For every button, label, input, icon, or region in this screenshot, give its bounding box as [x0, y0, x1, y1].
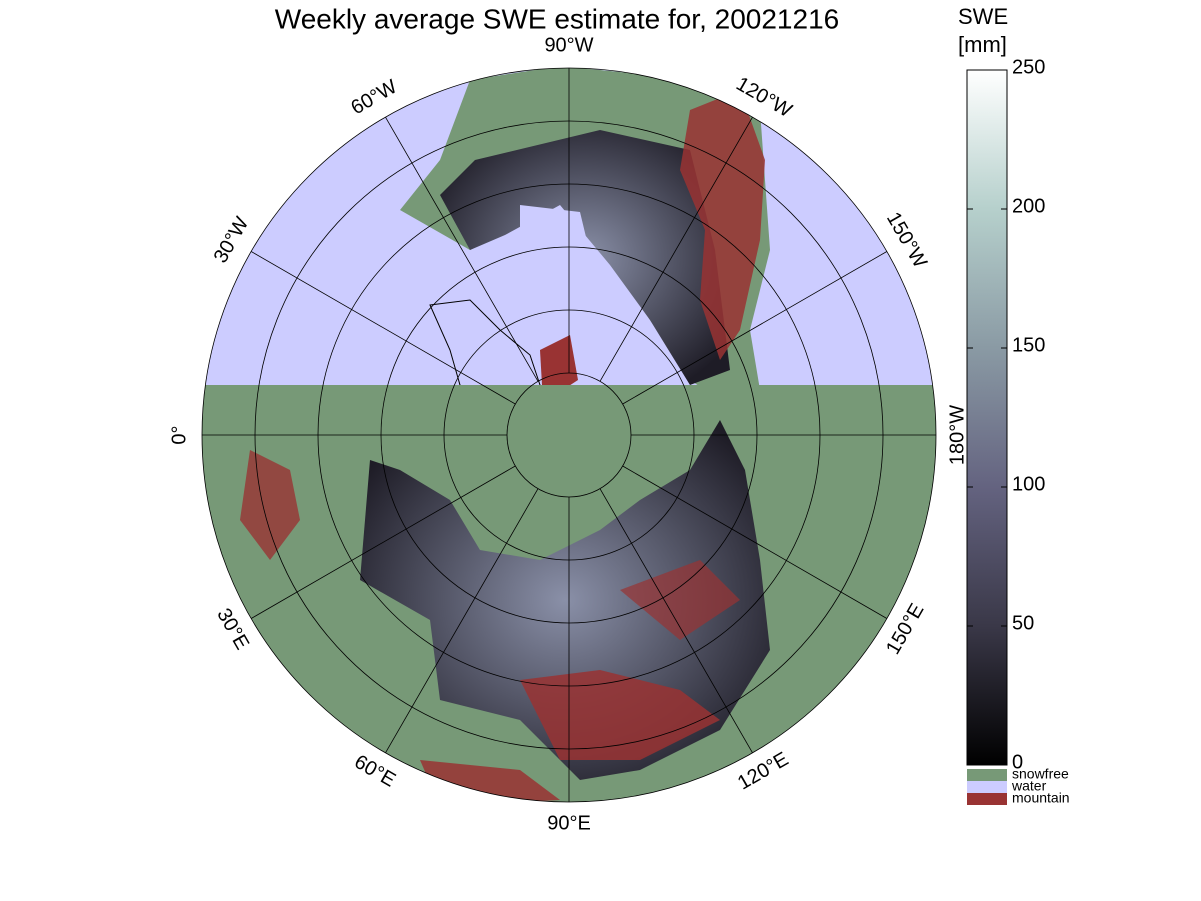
longitude-label: 90°E	[547, 812, 591, 834]
map-body	[202, 68, 936, 802]
meridian	[622, 251, 888, 405]
legend-label: mountain	[1012, 790, 1070, 806]
mountain-region	[540, 335, 578, 395]
mountain-region	[680, 90, 765, 360]
meridian	[385, 116, 539, 382]
hudson-bay	[520, 205, 592, 302]
legend-swatch	[967, 769, 1007, 781]
mountain-region	[240, 450, 300, 560]
graticule	[201, 67, 937, 803]
colorbar: SWE [mm] 0 50 100 150 200 250 snowfreewatermou…	[958, 4, 1070, 806]
meridian	[250, 465, 516, 619]
legend-label: water	[1011, 778, 1047, 794]
colorbar-label: SWE	[958, 4, 1008, 29]
longitude-label: 0°	[168, 425, 190, 444]
longitude-label: 60°E	[350, 751, 399, 792]
colorbar-tick-label: 250	[1012, 56, 1045, 78]
meridian	[599, 488, 753, 754]
colorbar-tick-label: 0	[1012, 751, 1023, 773]
map-title: Weekly average SWE estimate for, 2002121…	[275, 3, 839, 34]
mountain-region	[520, 670, 720, 760]
colorbar-label: [mm]	[958, 32, 1007, 57]
meridian	[599, 116, 753, 382]
colorbar-tick-label: 50	[1012, 612, 1034, 634]
meridian	[250, 251, 516, 405]
longitude-label: 90°W	[544, 34, 593, 56]
longitude-label: 180°W	[946, 405, 968, 465]
land-snow	[440, 130, 730, 385]
longitude-label: 30°E	[212, 605, 253, 654]
colorbar-scale	[966, 69, 1008, 766]
colorbar-tick-label: 100	[1012, 473, 1045, 495]
mountain-region	[620, 560, 740, 640]
legend-label: snowfree	[1012, 766, 1069, 782]
meridian	[622, 465, 888, 619]
legend-swatch	[967, 781, 1007, 793]
legend-swatch	[967, 793, 1007, 805]
meridian	[385, 488, 539, 754]
colorbar-tick-label: 200	[1012, 195, 1045, 217]
colorbar-tick-label: 150	[1012, 334, 1045, 356]
